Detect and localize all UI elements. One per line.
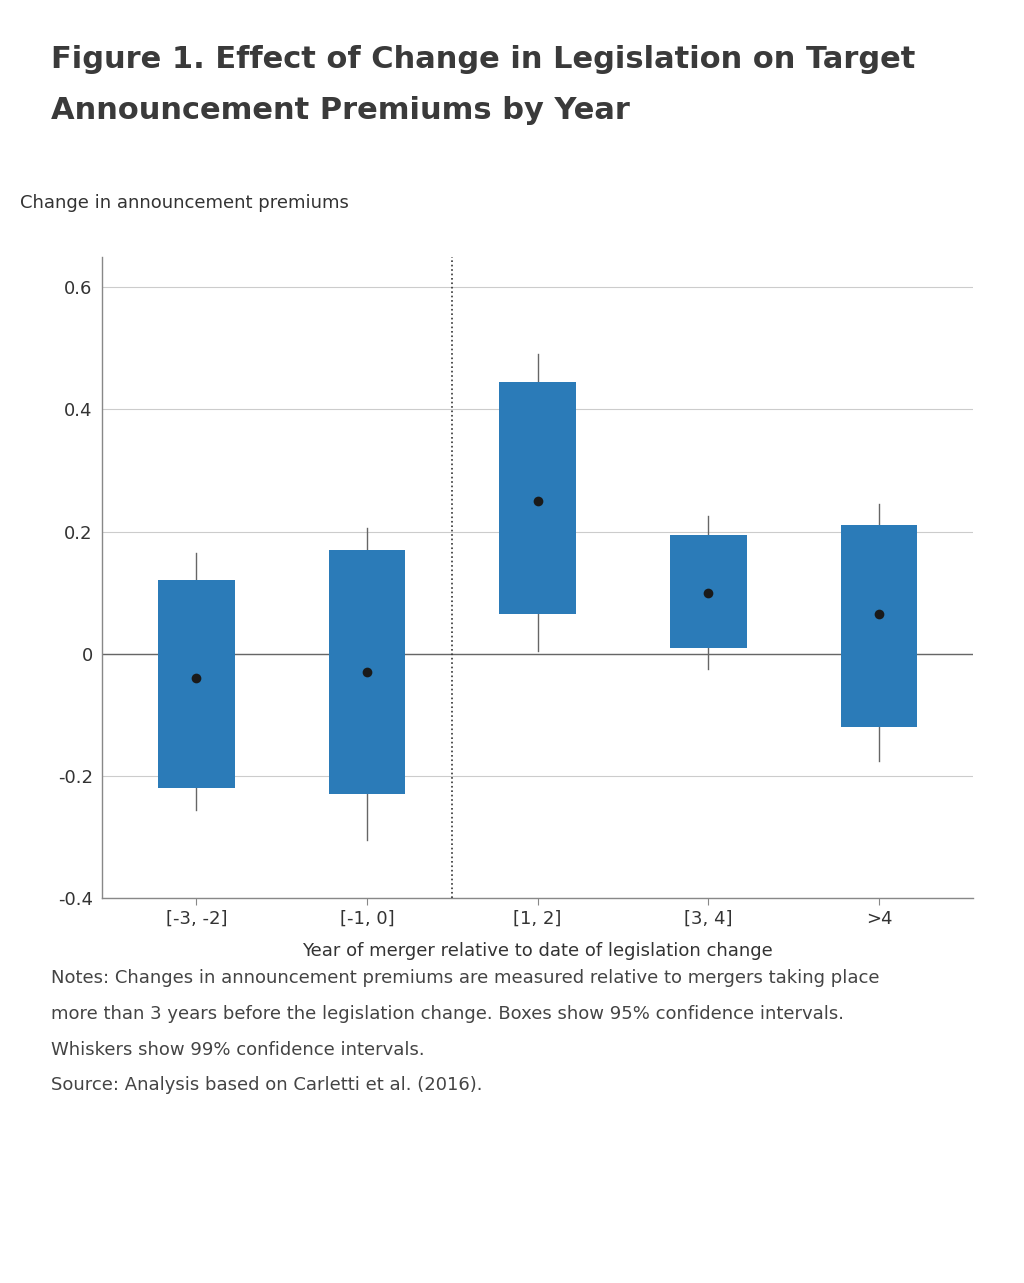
Bar — [841, 526, 918, 727]
Text: Source: Analysis based on Carletti et al. (2016).: Source: Analysis based on Carletti et al… — [51, 1076, 482, 1094]
X-axis label: Year of merger relative to date of legislation change: Year of merger relative to date of legis… — [302, 942, 773, 960]
Bar — [670, 535, 746, 648]
Text: Whiskers show 99% confidence intervals.: Whiskers show 99% confidence intervals. — [51, 1041, 425, 1058]
Text: more than 3 years before the legislation change. Boxes show 95% confidence inter: more than 3 years before the legislation… — [51, 1005, 844, 1023]
Text: Announcement Premiums by Year: Announcement Premiums by Year — [51, 96, 630, 126]
Bar — [158, 580, 234, 788]
Text: Change in announcement premiums: Change in announcement premiums — [19, 194, 348, 212]
Bar — [500, 382, 577, 615]
Text: Notes: Changes in announcement premiums are measured relative to mergers taking : Notes: Changes in announcement premiums … — [51, 969, 880, 987]
Bar — [329, 550, 406, 794]
Text: Figure 1. Effect of Change in Legislation on Target: Figure 1. Effect of Change in Legislatio… — [51, 45, 915, 74]
